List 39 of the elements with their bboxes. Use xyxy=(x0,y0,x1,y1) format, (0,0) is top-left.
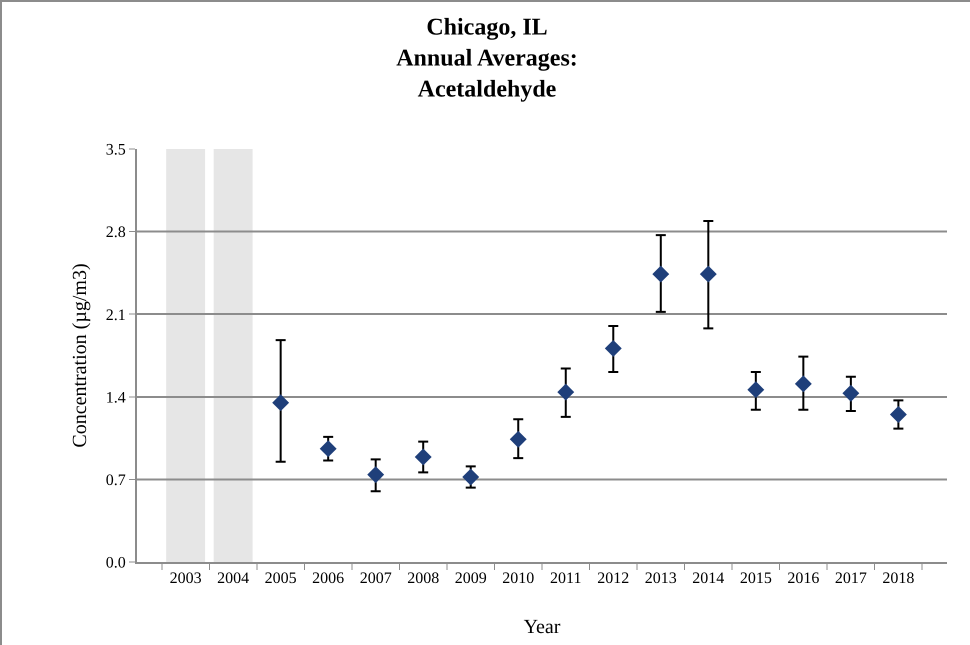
x-tick-label: 2008 xyxy=(407,570,440,588)
y-tick-label: 0.0 xyxy=(106,554,126,572)
y-axis-title: Concentration (µg/m3) xyxy=(68,263,91,448)
x-tick-label: 2011 xyxy=(550,570,582,588)
point xyxy=(747,381,764,398)
point xyxy=(604,340,622,357)
x-tick-label: 2013 xyxy=(644,570,677,588)
point xyxy=(842,384,860,402)
point xyxy=(320,440,337,458)
point xyxy=(890,406,907,423)
point xyxy=(367,466,384,484)
point xyxy=(462,468,480,486)
y-tick-label: 3.5 xyxy=(106,142,126,159)
x-tick-label: 2007 xyxy=(360,570,392,588)
x-tick-label: 2018 xyxy=(882,570,914,588)
point xyxy=(510,430,527,448)
x-tick-label: 2012 xyxy=(597,570,630,588)
x-tick-label: 2017 xyxy=(834,570,867,588)
point xyxy=(794,375,812,392)
y-tick-label: 1.4 xyxy=(106,389,126,406)
x-tick-label: 2015 xyxy=(740,570,772,588)
chart-title: Chicago, IL Annual Averages: Acetaldehyde xyxy=(396,14,578,103)
point xyxy=(700,266,717,283)
point xyxy=(272,394,290,412)
x-tick-label: 2003 xyxy=(170,570,202,588)
x-tick-label: 2005 xyxy=(264,570,297,588)
x-tick-label: 2014 xyxy=(692,570,724,588)
y-tick-label: 2.8 xyxy=(106,224,126,242)
y-tick-label: 2.1 xyxy=(106,306,126,324)
x-tick-label: 2010 xyxy=(502,570,534,588)
x-axis-title: Year xyxy=(524,616,561,638)
x-tick-label: 2016 xyxy=(787,570,820,588)
x-tick-label: 2006 xyxy=(312,570,344,588)
y-tick-label: 0.7 xyxy=(106,472,126,489)
x-tick-label: 2004 xyxy=(217,570,250,588)
point xyxy=(652,266,670,283)
point xyxy=(557,384,574,401)
point xyxy=(414,448,432,466)
x-tick-label: 2009 xyxy=(454,570,487,588)
